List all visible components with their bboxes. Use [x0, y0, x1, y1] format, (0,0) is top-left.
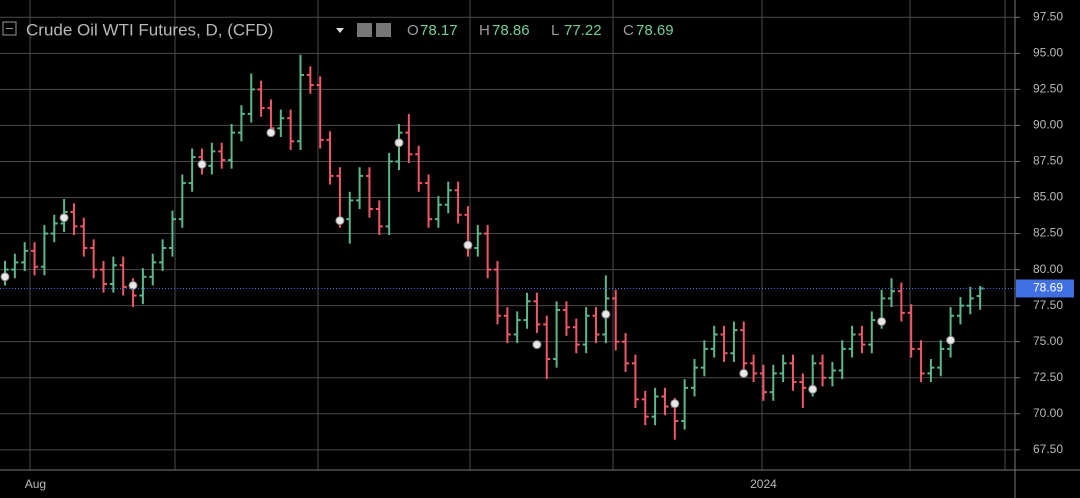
- y-tick-label: 87.50: [1033, 154, 1063, 168]
- x-tick-label: 2024: [750, 477, 777, 491]
- indicator-dot: [394, 138, 404, 148]
- y-tick-label: 97.50: [1033, 9, 1063, 23]
- ohlc-value: 78.86: [492, 22, 530, 39]
- indicator-dot: [59, 213, 69, 223]
- indicator-dot: [335, 216, 345, 226]
- dropdown-arrow[interactable]: [336, 28, 344, 33]
- settings-icon[interactable]: [376, 23, 391, 37]
- chart-title: Crude Oil WTI Futures, D, (CFD): [26, 20, 273, 39]
- indicator-dot: [532, 340, 542, 350]
- y-tick-label: 67.50: [1033, 442, 1063, 456]
- y-tick-label: 92.50: [1033, 82, 1063, 96]
- y-tick-label: 95.00: [1033, 46, 1063, 60]
- y-tick-label: 72.50: [1033, 370, 1063, 384]
- indicator-dot: [808, 384, 818, 394]
- last-price-box: [1016, 279, 1074, 298]
- ohlc-key: L: [551, 22, 559, 39]
- eye-icon[interactable]: [357, 23, 372, 37]
- indicator-dot: [0, 272, 10, 282]
- ohlc-key: O: [407, 22, 419, 39]
- plot: 67.50 70.00 72.50 75.00 77.50 80.00 82.50 85.00…: [0, 9, 1074, 491]
- ohlc-header: O 78.17 H 78.86 L 77.22 C 78.69: [407, 22, 674, 39]
- indicator-dot: [128, 280, 138, 290]
- indicator-dot: [266, 128, 276, 138]
- indicator-dot: [197, 159, 207, 169]
- indicator-dot: [463, 240, 473, 250]
- indicator-dot: [670, 399, 680, 409]
- y-tick-label: 82.50: [1033, 226, 1063, 240]
- indicator-dot: [739, 368, 749, 378]
- indicator-dot: [877, 317, 887, 327]
- indicator-dot: [601, 309, 611, 319]
- ohlc-key: C: [623, 22, 634, 39]
- y-tick-label: 85.00: [1033, 190, 1063, 204]
- indicator-dot: [946, 335, 956, 345]
- vertical-grid: [29, 0, 1006, 470]
- y-tick-label: 90.00: [1033, 118, 1063, 132]
- ohlc-value: 78.17: [420, 22, 458, 39]
- y-tick-label: 70.00: [1033, 406, 1063, 420]
- y-tick-label: 80.00: [1033, 262, 1063, 276]
- ohlc-key: H: [479, 22, 490, 39]
- collapse-icon[interactable]: [2, 21, 17, 36]
- ohlc-value: 78.69: [636, 22, 674, 39]
- y-tick-label: 77.50: [1033, 298, 1063, 312]
- ohlc-value: 77.22: [564, 22, 602, 39]
- x-tick-label: Aug: [25, 477, 46, 491]
- last-price-label: 78.69: [1033, 281, 1063, 295]
- y-tick-label: 75.00: [1033, 334, 1063, 348]
